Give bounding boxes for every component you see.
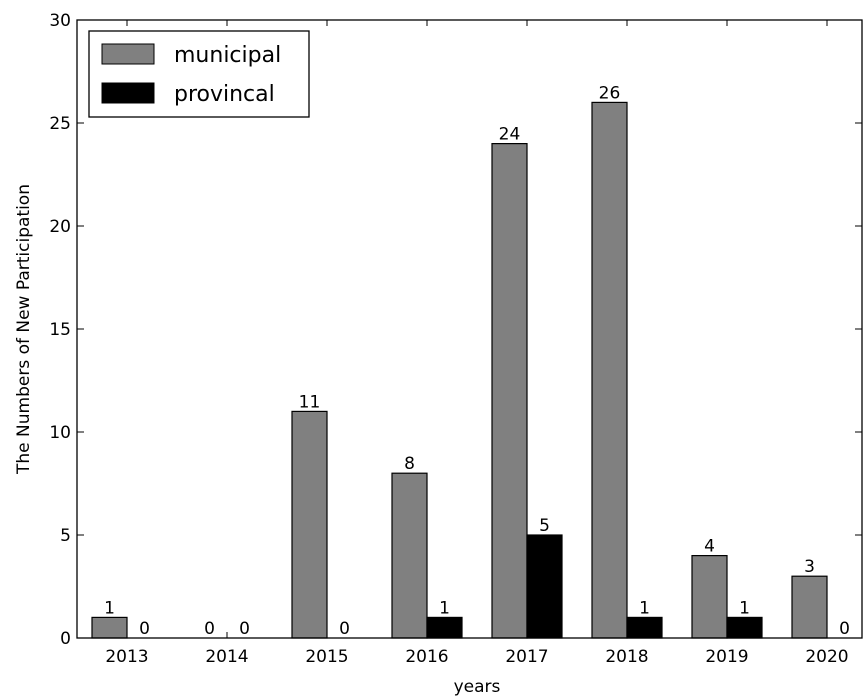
bar-label-municipal-2019: 4 xyxy=(704,537,715,557)
bar-provincal-2017 xyxy=(526,534,563,639)
x-tick-label-2016: 2016 xyxy=(405,647,448,667)
x-tick-label-2019: 2019 xyxy=(705,647,748,667)
bars-layer xyxy=(91,101,828,639)
y-axis-title: The Numbers of New Participation xyxy=(14,184,34,475)
bar-provincal-2016 xyxy=(426,616,463,639)
legend: municipal provincal xyxy=(88,30,310,118)
bar-label-municipal-2017: 24 xyxy=(499,125,521,145)
bar-provincal-2018 xyxy=(626,616,663,639)
y-tick-label-25: 25 xyxy=(49,114,71,134)
bar-municipal-2013 xyxy=(91,616,128,639)
bar-label-municipal-2015: 11 xyxy=(299,392,321,412)
legend-label-provincal: provincal xyxy=(174,82,275,107)
bar-label-provincal-2018: 1 xyxy=(639,598,650,618)
x-axis-title: years xyxy=(454,677,501,697)
legend-swatch-municipal xyxy=(101,43,155,65)
x-tick-label-2020: 2020 xyxy=(805,647,848,667)
bar-label-municipal-2018: 26 xyxy=(599,83,621,103)
x-tick-label-2015: 2015 xyxy=(305,647,348,667)
bar-provincal-2019 xyxy=(726,616,763,639)
y-tick-label-30: 30 xyxy=(49,11,71,31)
x-tick-label-2018: 2018 xyxy=(605,647,648,667)
x-tick-label-2017: 2017 xyxy=(505,647,548,667)
bar-label-provincal-2019: 1 xyxy=(739,598,750,618)
x-tick-label-2013: 2013 xyxy=(105,647,148,667)
y-tick-label-0: 0 xyxy=(60,629,71,649)
bar-label-municipal-2016: 8 xyxy=(404,454,415,474)
bar-municipal-2017 xyxy=(491,143,528,639)
bar-label-provincal-2020: 0 xyxy=(839,619,850,639)
bar-label-municipal-2014: 0 xyxy=(204,619,215,639)
y-tick-label-20: 20 xyxy=(49,217,71,237)
bar-municipal-2016 xyxy=(391,472,428,639)
bar-label-provincal-2015: 0 xyxy=(339,619,350,639)
bar-value-labels: 1 0 0 0 11 0 8 1 24 5 26 1 4 1 3 0 xyxy=(104,83,850,639)
x-axis-ticks: 2013 2014 2015 2016 2017 2018 2019 2020 xyxy=(105,20,849,667)
bar-label-provincal-2013: 0 xyxy=(139,619,150,639)
plot-background xyxy=(77,20,862,638)
bar-municipal-2020 xyxy=(791,575,828,639)
bar-municipal-2015 xyxy=(291,410,328,639)
bar-municipal-2018 xyxy=(591,101,628,639)
bar-municipal-2019 xyxy=(691,554,728,639)
y-tick-label-10: 10 xyxy=(49,423,71,443)
x-tick-label-2014: 2014 xyxy=(205,647,248,667)
bar-label-provincal-2016: 1 xyxy=(439,598,450,618)
legend-swatch-provincal xyxy=(101,82,155,104)
bar-label-municipal-2013: 1 xyxy=(104,598,115,618)
bar-label-provincal-2014: 0 xyxy=(239,619,250,639)
bar-label-municipal-2020: 3 xyxy=(804,557,815,577)
legend-label-municipal: municipal xyxy=(174,43,281,68)
y-tick-label-15: 15 xyxy=(49,320,71,340)
plot-frame xyxy=(76,19,863,639)
y-tick-label-5: 5 xyxy=(60,526,71,546)
bar-label-provincal-2017: 5 xyxy=(539,516,550,536)
